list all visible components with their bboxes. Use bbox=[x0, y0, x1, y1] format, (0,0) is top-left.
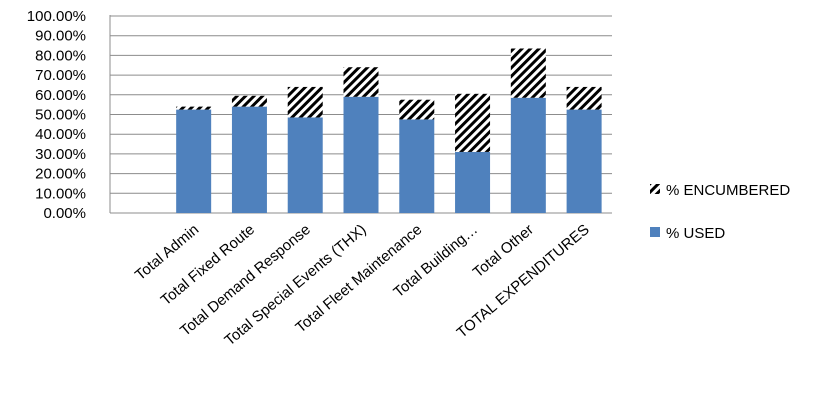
y-tick-label: 90.00% bbox=[35, 28, 86, 45]
y-tick-label: 10.00% bbox=[35, 185, 86, 202]
bar-used bbox=[566, 109, 602, 213]
bar-used bbox=[399, 119, 435, 213]
x-tick-label: Total Fixed Route bbox=[158, 221, 258, 309]
legend-label: % ENCUMBERED bbox=[666, 182, 790, 199]
bar-encumbered bbox=[510, 48, 546, 98]
bar-encumbered bbox=[399, 99, 435, 120]
y-tick-label: 60.00% bbox=[35, 87, 86, 104]
y-tick-label: 70.00% bbox=[35, 67, 86, 84]
legend-label: % USED bbox=[666, 225, 725, 242]
bar-encumbered bbox=[455, 93, 491, 152]
y-tick-label: 40.00% bbox=[35, 126, 86, 143]
bar-encumbered bbox=[343, 67, 379, 97]
bar-encumbered bbox=[231, 95, 267, 107]
y-tick-label: 50.00% bbox=[35, 107, 86, 124]
y-tick-label: 20.00% bbox=[35, 166, 86, 183]
bar-encumbered bbox=[176, 106, 212, 110]
y-tick-label: 100.00% bbox=[27, 8, 86, 25]
bar-used bbox=[176, 109, 212, 213]
bar-used bbox=[343, 96, 379, 213]
legend: % ENCUMBERED % USED bbox=[650, 182, 790, 242]
bar-encumbered bbox=[566, 86, 602, 110]
bars bbox=[176, 48, 602, 213]
legend-swatch bbox=[650, 184, 660, 194]
bar-used bbox=[231, 106, 267, 213]
bar-used bbox=[287, 117, 323, 213]
y-tick-label: 30.00% bbox=[35, 146, 86, 163]
y-tick-labels: 0.00% 10.00% 20.00% 30.00% 40.00% 50.00% 60.00… bbox=[27, 8, 86, 222]
y-tick-label: 80.00% bbox=[35, 47, 86, 64]
y-tick-label: 0.00% bbox=[43, 205, 86, 222]
bar-encumbered bbox=[287, 86, 323, 118]
bar-used bbox=[455, 151, 491, 213]
legend-swatch bbox=[650, 227, 660, 237]
bar-used bbox=[510, 97, 546, 213]
